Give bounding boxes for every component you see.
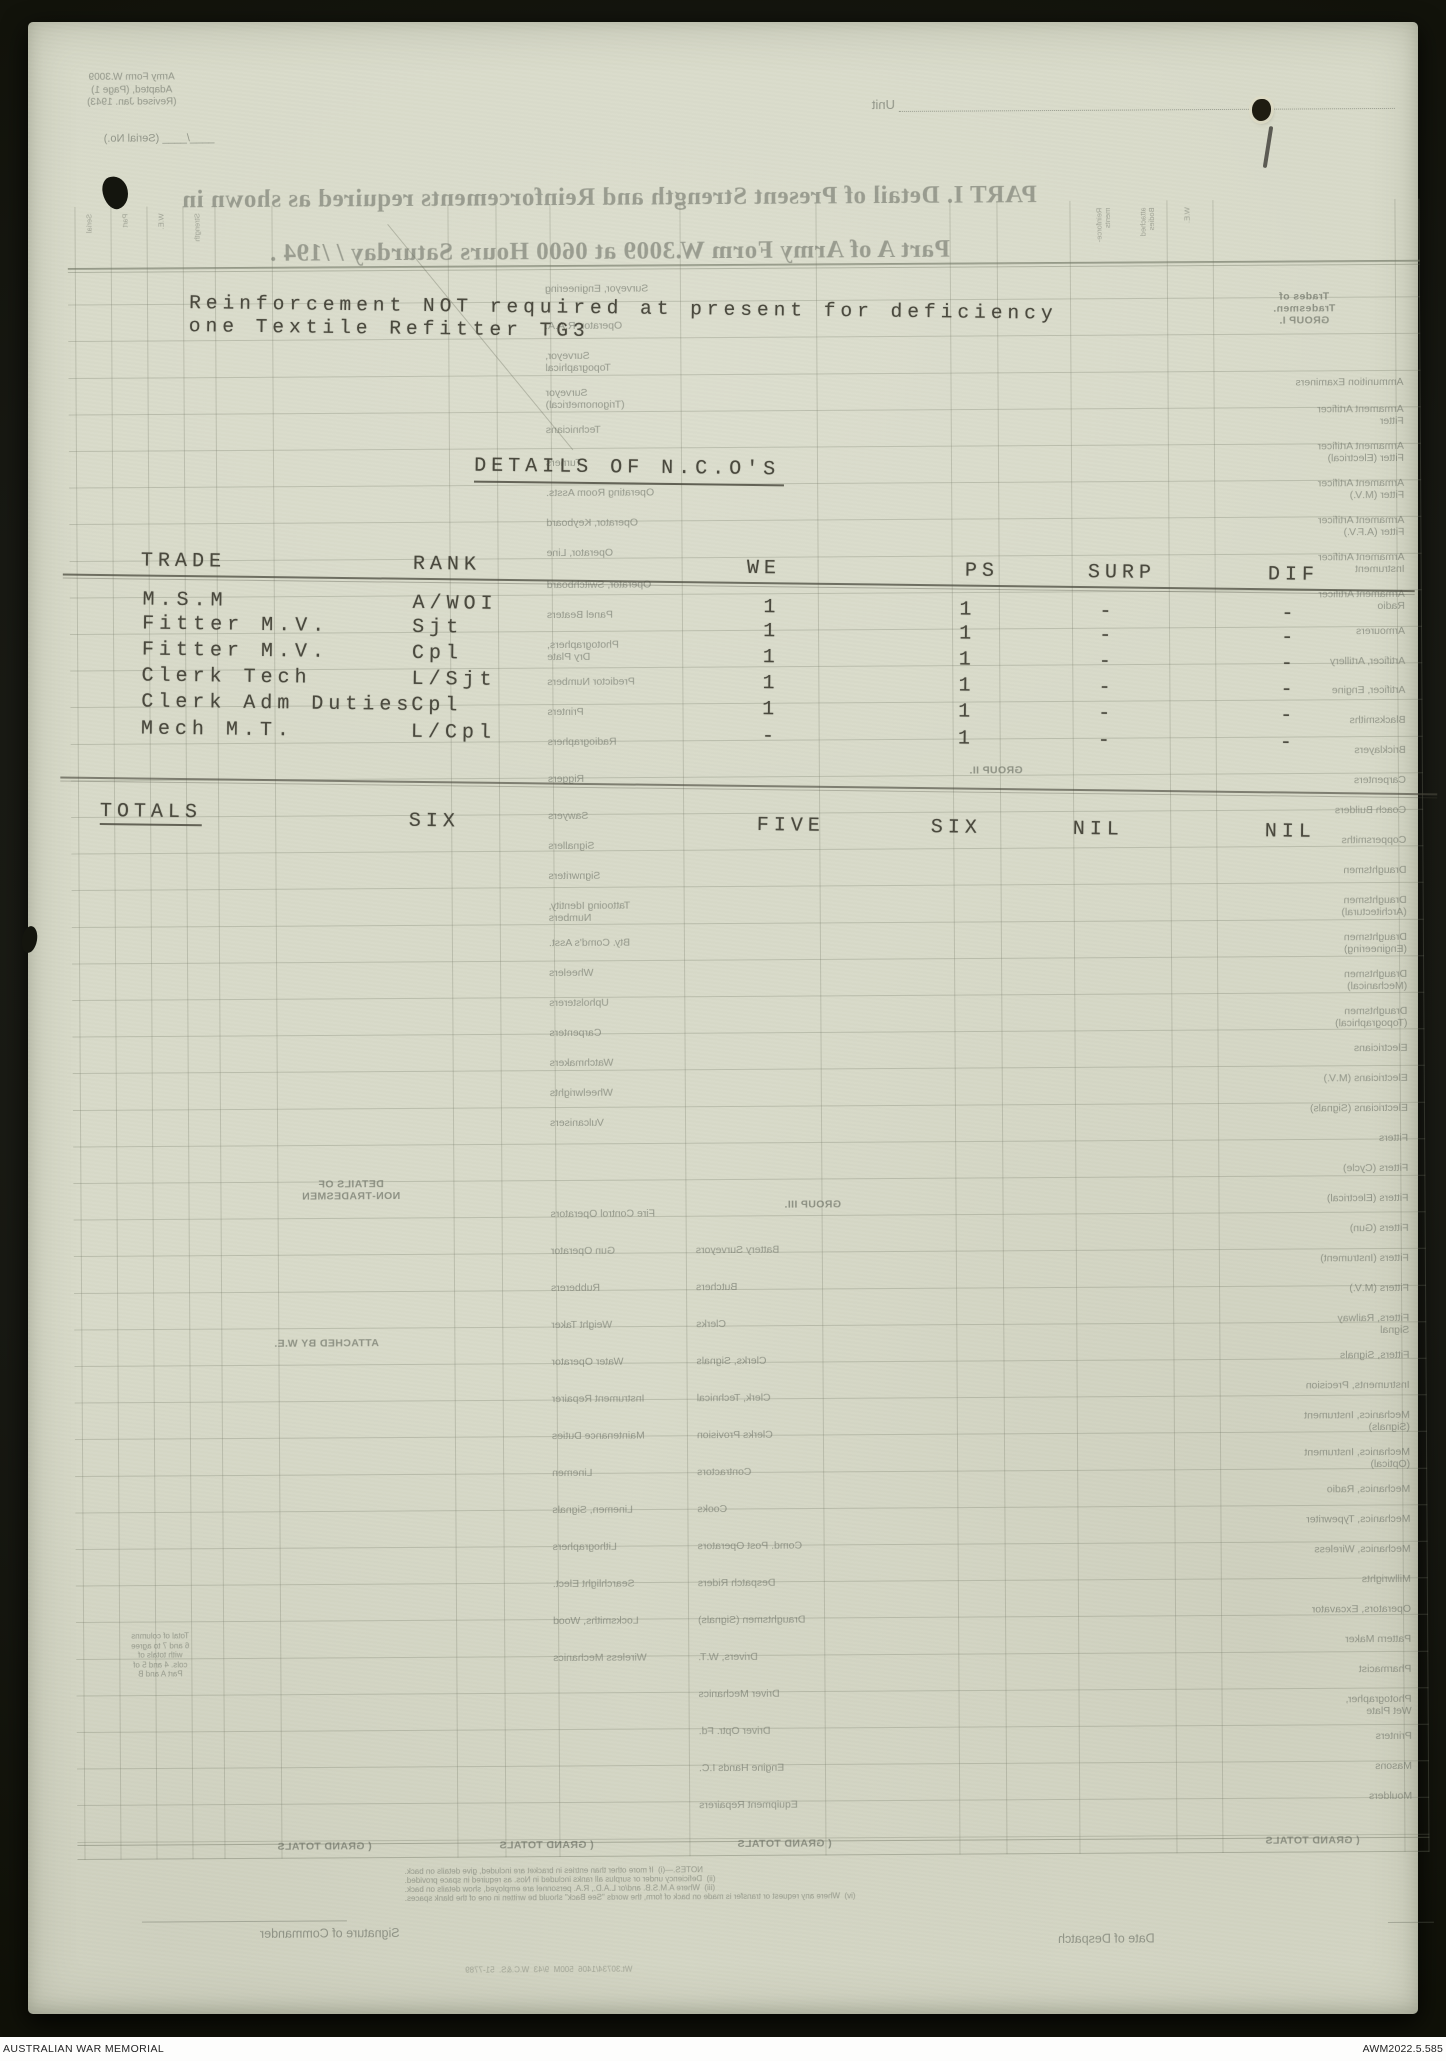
cell-surp: - [1099,600,1117,624]
paper-hole [1252,99,1271,121]
header-rule [62,573,1415,593]
cell-surp: - [1097,729,1116,753]
totals-value: SIX [408,809,460,834]
column-header-rank: RANK [412,552,482,577]
archive-accession: AWM2022.5.585 [1362,2043,1443,2055]
section-title: DETAILS OF N.C.O'S [473,454,785,487]
totals-rule [60,776,1438,796]
totals-value: SIX [930,816,982,840]
document-scan [28,22,1418,2014]
header-rule-echo [62,577,1415,596]
cell-dif: - [1279,731,1298,755]
cell-ps: 1 [959,622,977,646]
archive-institution: AUSTRALIAN WAR MEMORIAL [3,2043,165,2055]
cell-rank: Sjt [412,615,464,640]
cell-dif: - [1280,652,1298,676]
cell-surp: - [1098,676,1116,700]
totals-label: TOTALS [99,800,203,827]
cell-trade: Fitter M.V. [142,612,330,638]
cell-dif: - [1280,626,1299,650]
cell-surp: - [1098,650,1116,674]
cell-we: 1 [762,672,780,696]
cell-ps: 1 [957,727,976,751]
cell-we: 1 [762,698,780,722]
cell-trade: Clerk Tech [141,664,312,690]
column-header-we: WE [746,556,782,581]
cell-dif: - [1281,602,1299,626]
cell-rank: Cpl [411,693,463,718]
cell-rank: L/Sjt [411,667,497,692]
totals-value: NIL [1264,820,1316,844]
cell-we: 1 [763,620,781,644]
cell-trade: M.S.M [142,588,228,613]
cell-ps: 1 [958,674,976,698]
cell-ps: 1 [958,700,976,724]
cell-we: - [761,725,780,749]
cell-ps: 1 [958,648,976,672]
cell-rank: L/Cpl [410,720,497,745]
cell-trade: Mech M.T. [140,717,295,743]
cell-ps: 1 [959,598,977,622]
totals-rule-echo [60,780,1438,799]
column-header-surp: SURP [1087,561,1157,585]
column-header-trade: TRADE [140,549,227,574]
cell-surp: - [1098,702,1116,726]
cell-dif: - [1280,704,1298,728]
cell-dif: - [1280,678,1298,702]
column-header-dif: DIF [1267,563,1320,587]
cell-trade: Fitter M.V. [141,638,330,664]
column-header-ps: PS [964,559,1000,583]
cell-rank: Cpl [411,641,464,666]
cell-surp: - [1099,624,1117,648]
cell-we: 1 [762,646,781,670]
totals-value: NIL [1072,817,1124,842]
cell-rank: A/WOI [412,591,498,616]
cell-we: 1 [763,596,781,620]
typed-notice-line2: one Textile Refitter TG3 [188,315,590,342]
totals-value: FIVE [756,814,825,838]
archive-caption-bar: AUSTRALIAN WAR MEMORIAL AWM2022.5.585 [0,2037,1446,2061]
cell-trade: Clerk Adm Duties [141,690,414,717]
